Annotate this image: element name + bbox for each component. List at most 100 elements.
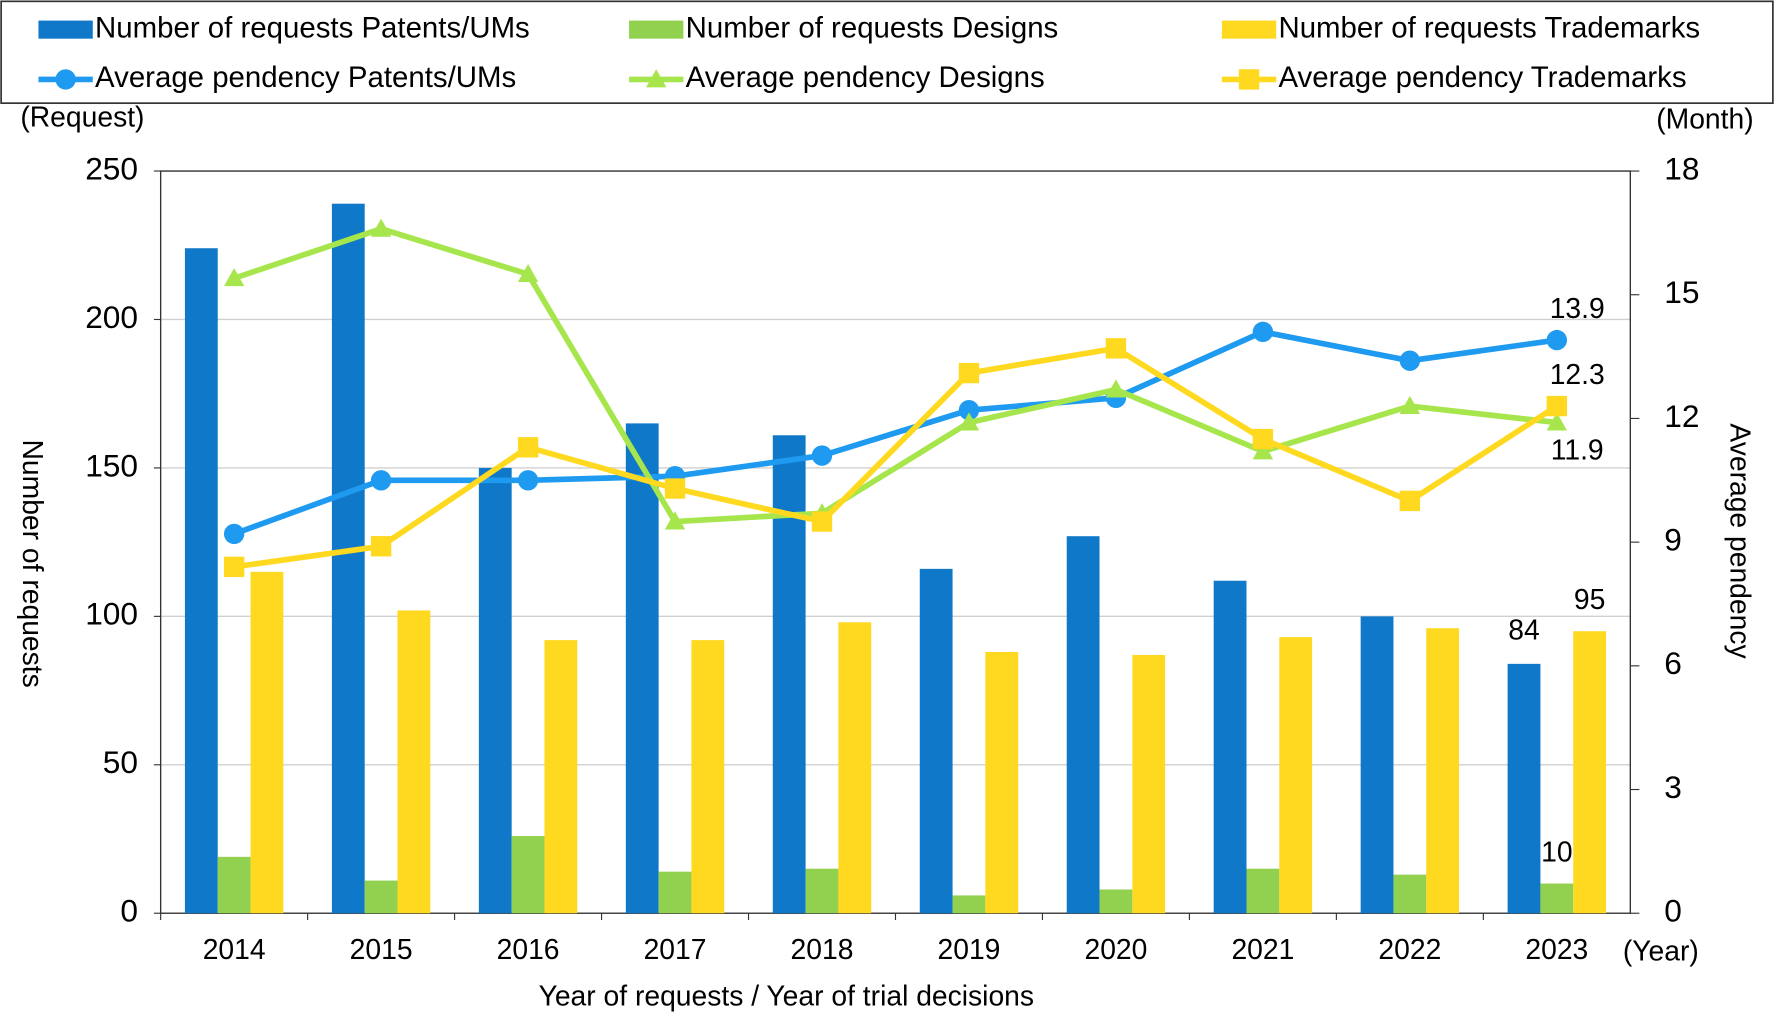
marker	[958, 362, 980, 384]
y-tick-label: 200	[85, 299, 138, 335]
marker	[958, 412, 980, 431]
x-tick-label: 2015	[350, 933, 413, 965]
y-axis-title: Number of requests	[17, 440, 49, 688]
bar	[1132, 654, 1166, 914]
marker	[1546, 412, 1568, 431]
legend-swatch	[38, 20, 93, 39]
legend-label: Average pendency Designs	[686, 61, 1045, 94]
y2-tick-label: 15	[1664, 274, 1699, 310]
marker	[223, 523, 245, 545]
bar	[511, 836, 545, 914]
bar	[217, 856, 251, 914]
bar	[1360, 616, 1394, 914]
marker	[811, 511, 833, 532]
bar	[1099, 889, 1133, 914]
y2-tick-label: 12	[1664, 398, 1699, 434]
y-tick-label: 0	[120, 893, 138, 929]
marker	[811, 445, 833, 466]
legend-label: Average pendency Patents/UMs	[95, 61, 516, 94]
bar	[250, 571, 284, 914]
marker	[664, 511, 686, 530]
data-label: 12.3	[1550, 358, 1605, 390]
y-unit: (Request)	[20, 100, 144, 132]
marker	[1546, 395, 1568, 417]
x-axis-title: Year of requests / Year of trial decisio…	[539, 980, 1034, 1012]
bar	[1507, 663, 1541, 914]
marker	[1399, 395, 1421, 414]
legend-swatch	[629, 20, 684, 39]
bar	[658, 871, 692, 914]
bar	[625, 423, 659, 914]
y-tick-label: 50	[103, 744, 138, 780]
bar	[478, 467, 512, 914]
y2-tick-label: 18	[1664, 150, 1699, 186]
bar	[1246, 868, 1280, 914]
marker	[646, 69, 667, 88]
line	[233, 225, 1558, 525]
y-tick-label: 100	[85, 596, 138, 632]
x-tick-label: 2018	[791, 933, 854, 965]
marker	[370, 218, 392, 237]
bar	[805, 868, 839, 914]
data-label: 10	[1541, 836, 1572, 868]
marker	[958, 400, 980, 421]
bar	[838, 622, 872, 914]
legend-label: Average pendency Trademarks	[1278, 61, 1686, 94]
x-tick-label: 2016	[497, 933, 560, 965]
marker	[370, 536, 392, 557]
marker	[1105, 338, 1127, 359]
y2-unit: (Month)	[1656, 103, 1753, 135]
bar	[331, 203, 365, 914]
legend-label: Number of requests Trademarks	[1278, 11, 1700, 44]
bar	[184, 248, 218, 914]
marker	[223, 556, 245, 578]
x-unit: (Year)	[1623, 934, 1699, 966]
x-tick-label: 2022	[1378, 933, 1441, 965]
marker	[55, 69, 76, 90]
bar	[1213, 580, 1247, 914]
y2-tick-label: 3	[1664, 769, 1682, 805]
y2-tick-label: 0	[1664, 893, 1682, 929]
y-tick-label: 150	[85, 447, 138, 483]
bar	[1393, 874, 1427, 914]
bar	[364, 880, 398, 914]
x-tick-label: 2019	[938, 933, 1001, 965]
bar	[919, 568, 953, 914]
x-tick-label: 2021	[1231, 933, 1294, 965]
x-tick-label: 2023	[1525, 933, 1588, 965]
marker	[1399, 350, 1421, 371]
marker	[517, 470, 539, 491]
bar	[952, 895, 986, 914]
y2-axis-title: Average pendency	[1724, 423, 1756, 659]
bar	[691, 640, 725, 914]
y-tick-label: 250	[85, 150, 138, 186]
data-label: 84	[1508, 614, 1539, 646]
legend-swatch	[1221, 20, 1277, 39]
marker	[517, 263, 539, 283]
bar	[985, 651, 1019, 914]
legend-box	[0, 0, 1774, 105]
marker	[223, 268, 245, 287]
x-tick-label: 2020	[1084, 933, 1147, 965]
data-label: 95	[1574, 583, 1605, 615]
bar	[1066, 536, 1100, 914]
marker	[664, 478, 686, 499]
marker	[1252, 428, 1274, 450]
legend-label: Number of requests Patents/UMs	[95, 11, 530, 44]
data-label: 13.9	[1550, 292, 1605, 324]
bar	[397, 610, 431, 914]
x-tick-label: 2014	[203, 933, 266, 965]
marker	[1399, 490, 1421, 512]
marker	[370, 470, 392, 491]
marker	[1546, 329, 1568, 351]
bar	[772, 435, 806, 914]
y2-tick-label: 9	[1664, 521, 1682, 557]
line	[233, 328, 1558, 537]
marker	[1238, 69, 1260, 90]
legend-label: Number of requests Designs	[686, 11, 1059, 44]
marker	[1252, 321, 1274, 343]
bar	[544, 640, 578, 914]
bar	[1426, 628, 1460, 914]
marker	[1252, 441, 1274, 460]
